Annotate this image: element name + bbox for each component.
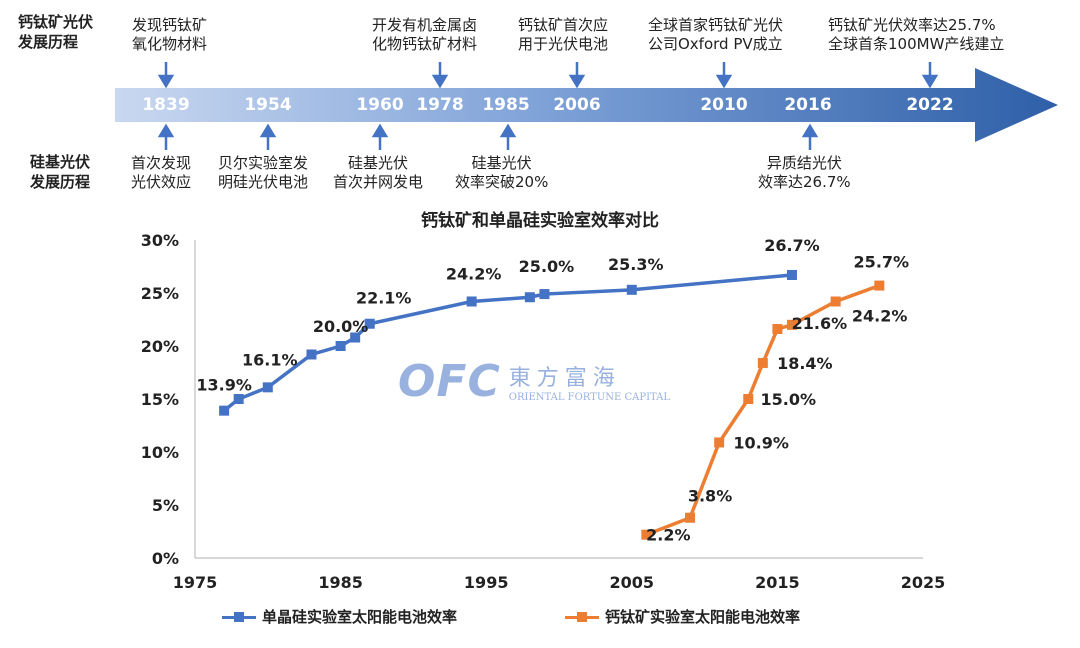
perovskite-milestone-note: 全球首家钙钛矿光伏 公司Oxford PV成立 xyxy=(648,16,784,53)
silicon-data-point xyxy=(335,341,346,351)
top-pointers xyxy=(157,62,939,89)
y-tick-label: 10% xyxy=(141,443,179,462)
data-label: 25.7% xyxy=(854,253,910,272)
perovskite-data-point xyxy=(772,324,783,335)
watermark: OFC 東方富海 ORIENTAL FORTUNE CAPITAL xyxy=(398,356,670,407)
y-tick-label: 15% xyxy=(141,390,179,409)
data-label: 18.4% xyxy=(777,354,833,373)
perovskite-milestone-note: 开发有机金属卤 化物钙钛矿材料 xyxy=(372,16,478,53)
data-label: 2.2% xyxy=(646,526,690,545)
year-label: 1954 xyxy=(244,95,292,115)
perovskite-data-point xyxy=(757,357,768,368)
perovskite-data-point xyxy=(874,280,885,291)
legend-item-silicon: 单晶硅实验室太阳能电池效率 xyxy=(222,606,457,627)
legend-label: 钙钛矿实验室太阳能电池效率 xyxy=(605,608,801,626)
year-label: 2006 xyxy=(553,95,601,115)
silicon-data-point xyxy=(626,284,637,295)
silicon-milestone-note: 硅基光伏 首次并网发电 xyxy=(333,154,424,191)
silicon-milestone-note: 贝尔实验室发 明硅光伏电池 xyxy=(218,154,309,191)
data-label: 24.2% xyxy=(446,264,502,283)
data-label: 15.0% xyxy=(761,390,817,409)
silicon-data-point xyxy=(219,405,230,416)
year-label: 2022 xyxy=(906,95,954,115)
data-label: 20.0% xyxy=(313,317,369,336)
legend-item-perovskite: 钙钛矿实验室太阳能电池效率 xyxy=(565,606,800,627)
x-tick-label: 1995 xyxy=(464,573,509,592)
x-tick-label: 2005 xyxy=(610,573,655,592)
silicon-data-point xyxy=(306,349,317,360)
data-label: 16.1% xyxy=(242,350,298,369)
watermark-logo: OFC xyxy=(398,356,501,407)
bottom-pointers xyxy=(157,123,819,150)
silicon-milestone-note: 首次发现 光伏效应 xyxy=(131,154,192,191)
y-tick-label: 20% xyxy=(141,337,179,356)
y-tick-label: 25% xyxy=(141,284,179,303)
silicon-data-point xyxy=(350,332,361,343)
silicon-milestone-note: 异质结光伏 效率达26.7% xyxy=(758,154,851,191)
data-label: 26.7% xyxy=(764,236,820,255)
data-label: 22.1% xyxy=(356,289,412,308)
chart-title: 钙钛矿和单晶硅实验室效率对比 xyxy=(421,211,659,231)
perovskite-data-point xyxy=(786,319,797,330)
silicon-milestone-note: 硅基光伏 效率突破20% xyxy=(455,154,549,191)
legend-label: 单晶硅实验室太阳能电池效率 xyxy=(262,608,458,626)
watermark-english: ORIENTAL FORTUNE CAPITAL xyxy=(508,392,671,403)
perovskite-milestone-note: 钙钛矿光伏效率达25.7% 全球首条100MW产线建立 xyxy=(828,16,1005,53)
perovskite-history-header: 钙钛矿光伏 发展历程 xyxy=(18,13,94,51)
silicon-data-point xyxy=(786,269,797,280)
data-label: 21.6% xyxy=(792,314,848,333)
silicon-data-point xyxy=(466,296,477,307)
data-label: 25.0% xyxy=(519,257,575,276)
data-label: 10.9% xyxy=(733,433,789,452)
perovskite-data-point xyxy=(830,296,841,307)
silicon-data-point xyxy=(539,289,550,300)
x-tick-label: 1975 xyxy=(173,573,218,592)
timeline-arrow xyxy=(115,62,1058,150)
perovskite-data-point xyxy=(641,529,652,540)
data-label: 24.2% xyxy=(852,306,908,325)
y-tick-label: 5% xyxy=(152,496,179,515)
year-label: 1839 xyxy=(142,95,190,115)
silicon-data-point xyxy=(262,382,273,393)
year-label: 2010 xyxy=(700,95,748,115)
watermark-chinese: 東方富海 xyxy=(508,366,621,391)
legend-swatch xyxy=(565,611,599,622)
legend-swatch xyxy=(222,611,256,622)
x-tick-label: 2015 xyxy=(755,573,800,592)
silicon-data-point xyxy=(233,394,244,404)
year-label: 1985 xyxy=(482,95,530,115)
silicon-history-header: 硅基光伏 发展历程 xyxy=(30,153,91,191)
year-label: 2016 xyxy=(784,95,832,115)
silicon-data-point xyxy=(524,292,535,303)
perovskite-data-point xyxy=(714,437,725,448)
year-label: 1978 xyxy=(416,95,464,115)
data-label: 25.3% xyxy=(608,255,664,274)
perovskite-data-point xyxy=(685,512,696,523)
x-tick-label: 2025 xyxy=(901,573,946,592)
data-label: 3.8% xyxy=(688,487,732,506)
x-tick-label: 1985 xyxy=(318,573,363,592)
perovskite-milestone-note: 发现钙钛矿 氧化物材料 xyxy=(132,16,208,53)
y-tick-label: 30% xyxy=(141,231,179,250)
perovskite-data-point xyxy=(743,394,754,404)
y-tick-label: 0% xyxy=(152,549,179,568)
perovskite-milestone-note: 钙钛矿首次应 用于光伏电池 xyxy=(518,16,609,53)
data-label: 13.9% xyxy=(196,376,252,395)
year-label: 1960 xyxy=(356,95,404,115)
silicon-data-point xyxy=(364,318,375,329)
silicon-line xyxy=(223,273,793,413)
